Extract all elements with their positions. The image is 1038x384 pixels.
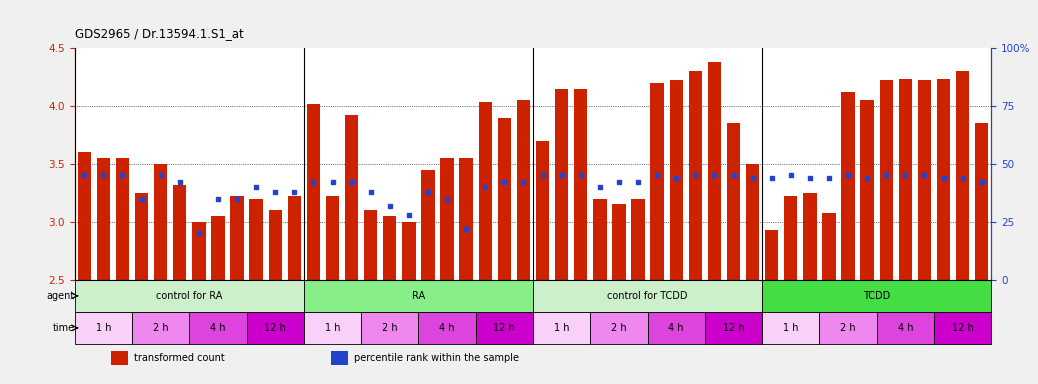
- Bar: [591, 312, 648, 344]
- Bar: [688, 71, 702, 280]
- Bar: [307, 104, 320, 280]
- Bar: [822, 213, 836, 280]
- Text: 4 h: 4 h: [439, 323, 455, 333]
- Bar: [631, 199, 645, 280]
- Text: 2 h: 2 h: [611, 323, 627, 333]
- Bar: [899, 79, 912, 280]
- Bar: [418, 312, 475, 344]
- Bar: [517, 100, 530, 280]
- Bar: [842, 92, 854, 280]
- Text: 4 h: 4 h: [898, 323, 913, 333]
- Bar: [361, 312, 418, 344]
- Text: control for RA: control for RA: [156, 291, 222, 301]
- Text: 2 h: 2 h: [153, 323, 168, 333]
- Bar: [705, 312, 762, 344]
- Bar: [189, 312, 247, 344]
- Bar: [78, 152, 91, 280]
- Bar: [75, 280, 304, 312]
- Bar: [326, 196, 339, 280]
- Text: 1 h: 1 h: [325, 323, 340, 333]
- Text: RA: RA: [412, 291, 425, 301]
- Bar: [534, 280, 762, 312]
- Bar: [746, 164, 759, 280]
- Bar: [269, 210, 282, 280]
- Text: 1 h: 1 h: [554, 323, 570, 333]
- Bar: [593, 199, 606, 280]
- Bar: [116, 158, 129, 280]
- Text: control for TCDD: control for TCDD: [607, 291, 688, 301]
- Text: time: time: [53, 323, 75, 333]
- Bar: [536, 141, 549, 280]
- Text: transformed count: transformed count: [134, 353, 225, 363]
- Text: 12 h: 12 h: [493, 323, 515, 333]
- Bar: [440, 158, 454, 280]
- Bar: [534, 312, 591, 344]
- Bar: [135, 193, 148, 280]
- Text: percentile rank within the sample: percentile rank within the sample: [354, 353, 519, 363]
- Bar: [648, 312, 705, 344]
- Bar: [192, 222, 206, 280]
- Bar: [132, 312, 189, 344]
- Bar: [879, 81, 893, 280]
- Bar: [708, 62, 721, 280]
- Bar: [75, 312, 132, 344]
- Bar: [230, 196, 244, 280]
- Bar: [304, 280, 534, 312]
- Bar: [247, 312, 304, 344]
- Bar: [460, 158, 473, 280]
- Bar: [111, 351, 128, 365]
- Bar: [345, 115, 358, 280]
- Bar: [612, 204, 626, 280]
- Text: 1 h: 1 h: [95, 323, 111, 333]
- Bar: [288, 196, 301, 280]
- Bar: [249, 199, 263, 280]
- Text: TCDD: TCDD: [863, 291, 891, 301]
- Bar: [819, 312, 877, 344]
- Bar: [574, 89, 588, 280]
- Bar: [784, 196, 797, 280]
- Bar: [918, 81, 931, 280]
- Bar: [97, 158, 110, 280]
- Bar: [934, 312, 991, 344]
- Bar: [173, 185, 187, 280]
- Bar: [651, 83, 664, 280]
- Bar: [364, 210, 378, 280]
- Bar: [555, 89, 569, 280]
- Bar: [475, 312, 534, 344]
- Bar: [861, 100, 874, 280]
- Bar: [975, 123, 988, 280]
- Text: 2 h: 2 h: [841, 323, 856, 333]
- Bar: [304, 312, 361, 344]
- Bar: [212, 216, 224, 280]
- Bar: [762, 280, 991, 312]
- Text: 4 h: 4 h: [668, 323, 684, 333]
- Bar: [877, 312, 934, 344]
- Bar: [803, 193, 817, 280]
- Text: agent: agent: [47, 291, 75, 301]
- Bar: [479, 103, 492, 280]
- Bar: [421, 170, 435, 280]
- Text: 12 h: 12 h: [952, 323, 974, 333]
- Text: 12 h: 12 h: [265, 323, 286, 333]
- Bar: [765, 230, 778, 280]
- Bar: [937, 79, 950, 280]
- Bar: [762, 312, 819, 344]
- Bar: [331, 351, 348, 365]
- Bar: [402, 222, 415, 280]
- Text: 4 h: 4 h: [211, 323, 225, 333]
- Bar: [497, 118, 511, 280]
- Bar: [956, 71, 969, 280]
- Bar: [670, 81, 683, 280]
- Bar: [727, 123, 740, 280]
- Bar: [154, 164, 167, 280]
- Text: GDS2965 / Dr.13594.1.S1_at: GDS2965 / Dr.13594.1.S1_at: [75, 27, 244, 40]
- Text: 12 h: 12 h: [722, 323, 744, 333]
- Bar: [383, 216, 397, 280]
- Text: 1 h: 1 h: [783, 323, 798, 333]
- Text: 2 h: 2 h: [382, 323, 398, 333]
